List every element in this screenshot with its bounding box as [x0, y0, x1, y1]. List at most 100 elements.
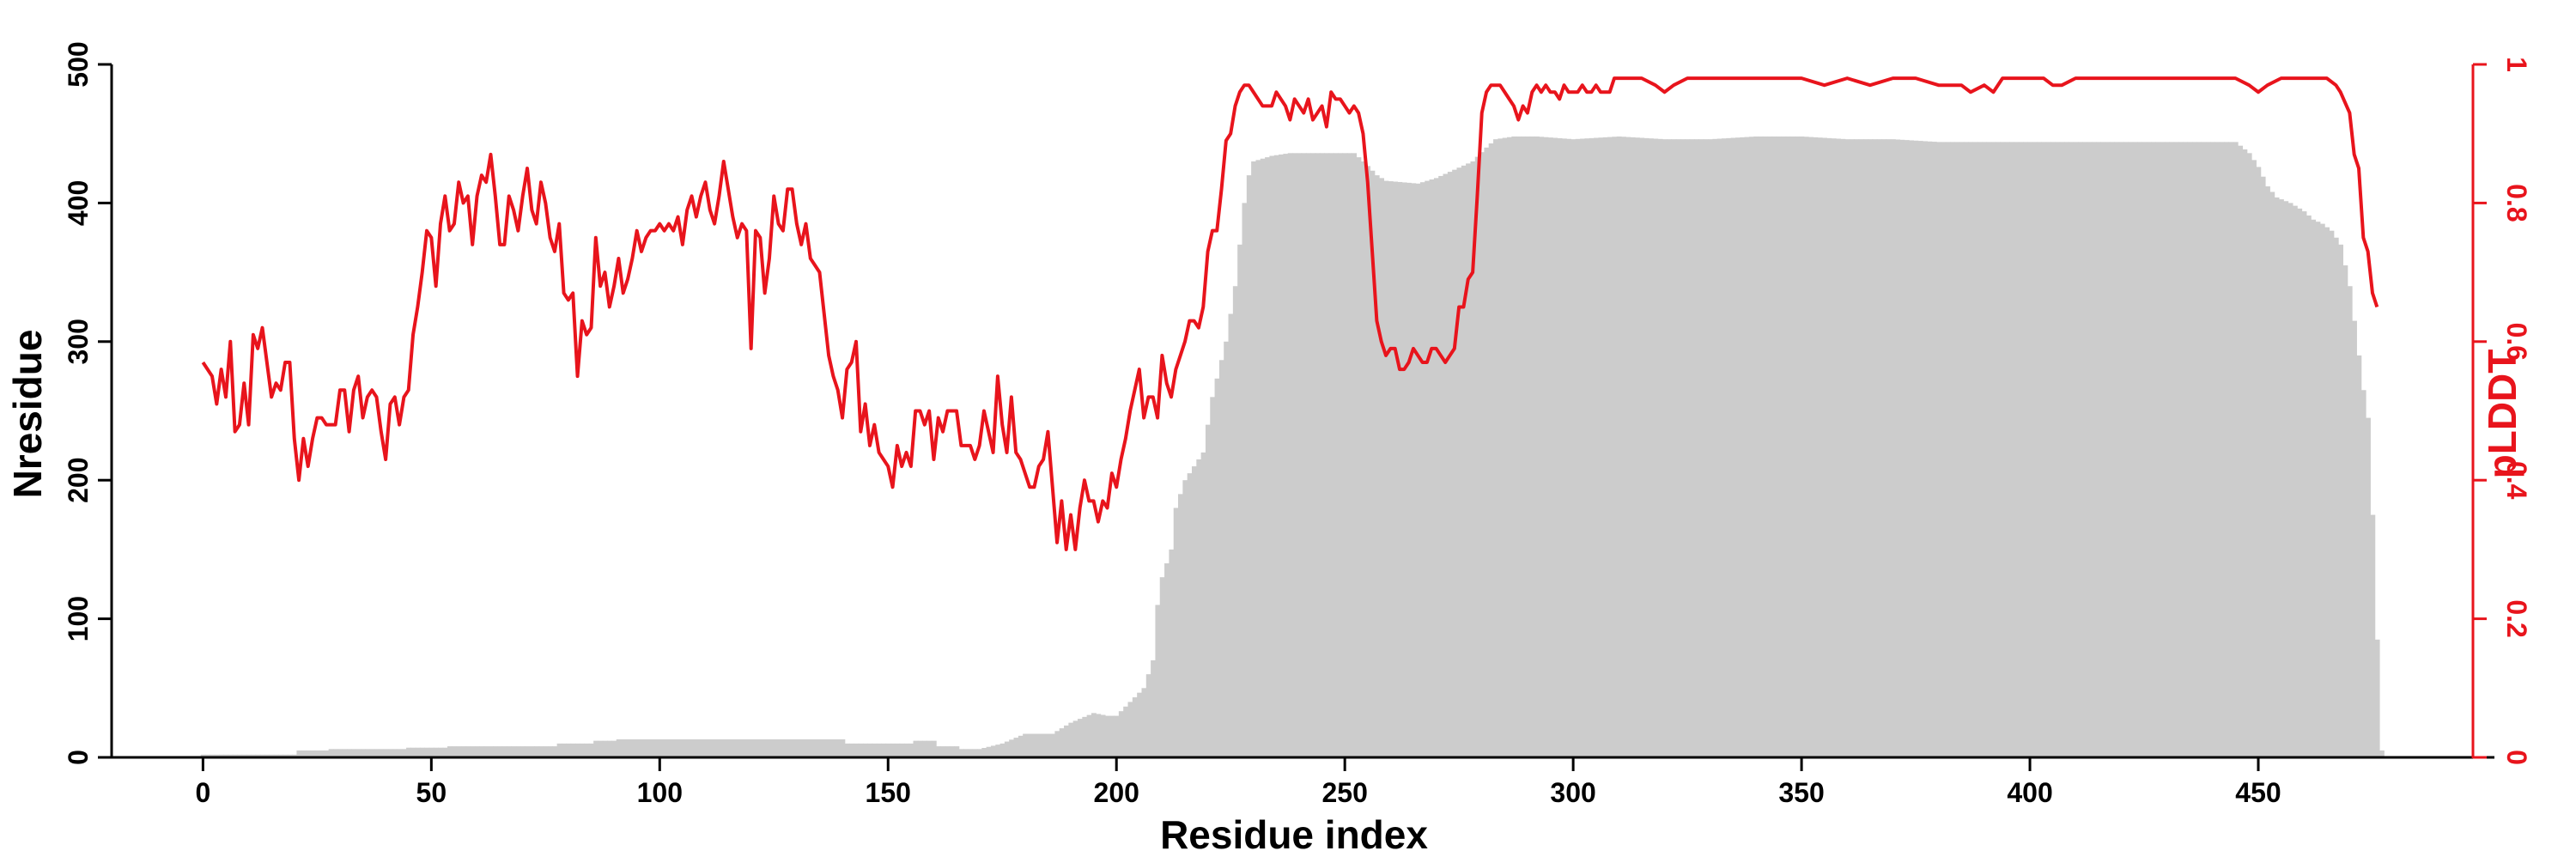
bar	[1689, 139, 1695, 757]
bar	[1379, 178, 1384, 758]
bar	[1858, 139, 1864, 757]
bar	[1401, 182, 1407, 758]
bar	[269, 754, 275, 757]
bar	[675, 739, 681, 757]
bar	[223, 754, 229, 757]
bar	[1493, 139, 1498, 757]
bar	[1118, 711, 1124, 757]
bar	[927, 740, 933, 757]
bar	[1680, 139, 1686, 757]
bar	[671, 739, 677, 757]
bar	[1068, 722, 1074, 757]
bar	[976, 749, 982, 757]
bar	[2238, 145, 2243, 757]
bar	[694, 739, 700, 757]
bar	[1173, 507, 1179, 757]
bar	[2215, 142, 2221, 757]
bar	[1625, 137, 1631, 757]
bar	[1406, 182, 1412, 757]
bar	[1557, 137, 1563, 757]
bar	[1470, 161, 1476, 758]
bar	[931, 740, 937, 757]
y-right-tick-label: 1	[2501, 57, 2532, 72]
bar	[1868, 139, 1874, 757]
bar	[2118, 142, 2124, 757]
bar	[1862, 139, 1868, 757]
bar	[1507, 137, 1512, 758]
bar	[1881, 139, 1887, 757]
bar	[452, 746, 458, 757]
bar	[1923, 141, 1928, 758]
bar	[1397, 181, 1403, 757]
bar	[708, 739, 714, 757]
bar	[2045, 142, 2051, 757]
bar	[556, 743, 562, 757]
bar	[1534, 136, 1540, 757]
bar	[602, 740, 608, 757]
x-tick-label: 150	[866, 777, 911, 808]
bar	[1516, 136, 1522, 757]
bar	[830, 739, 836, 757]
bar	[251, 754, 257, 757]
bar	[2183, 142, 2189, 757]
bar	[1265, 157, 1271, 757]
bar	[908, 743, 914, 757]
bar	[1904, 140, 1910, 757]
bar	[1145, 674, 1151, 757]
bar	[2160, 142, 2166, 757]
bar	[259, 754, 265, 757]
bar	[515, 746, 521, 757]
bar	[406, 747, 412, 757]
bar	[1963, 142, 1969, 757]
bar	[1305, 153, 1311, 758]
bar	[1941, 142, 1947, 757]
bar	[511, 746, 517, 757]
bar	[507, 746, 513, 757]
bar	[2366, 417, 2371, 757]
bar	[2264, 186, 2270, 757]
bar	[2023, 142, 2028, 757]
bar	[456, 746, 462, 757]
bar	[607, 740, 613, 757]
bar	[1872, 139, 1878, 757]
bar	[2050, 142, 2056, 757]
bar	[812, 739, 818, 757]
bar	[1945, 142, 1951, 757]
bar	[584, 743, 590, 757]
bar	[1082, 716, 1088, 757]
bar	[890, 743, 896, 757]
bar	[1735, 137, 1741, 758]
bar	[278, 754, 284, 757]
bar	[529, 746, 535, 757]
bar	[963, 749, 969, 757]
x-tick-label: 300	[1550, 777, 1595, 808]
bar	[2228, 142, 2234, 757]
bar	[1242, 203, 1248, 757]
bar	[940, 746, 946, 757]
bar	[580, 743, 586, 757]
bar	[2342, 265, 2348, 757]
bar	[1388, 181, 1394, 758]
bar	[1319, 153, 1325, 758]
bar	[867, 743, 873, 757]
bar	[324, 750, 330, 757]
bar	[2155, 142, 2161, 757]
y-right-tick-label: 0	[2501, 750, 2532, 765]
bar	[1370, 170, 1376, 758]
bar	[1356, 157, 1362, 757]
bar	[616, 739, 622, 757]
bar	[2297, 208, 2303, 758]
y-left-tick-label: 500	[63, 41, 94, 87]
bar	[629, 739, 635, 757]
bar	[438, 747, 444, 757]
bar	[1854, 139, 1860, 757]
bar	[1520, 136, 1526, 757]
bar	[2233, 142, 2239, 757]
bar	[200, 754, 206, 757]
bar	[1127, 702, 1133, 757]
bar	[410, 747, 416, 757]
bar	[872, 743, 878, 757]
bar	[1913, 140, 1919, 757]
y-left-tick-label: 400	[63, 180, 94, 226]
bar	[2324, 227, 2330, 757]
